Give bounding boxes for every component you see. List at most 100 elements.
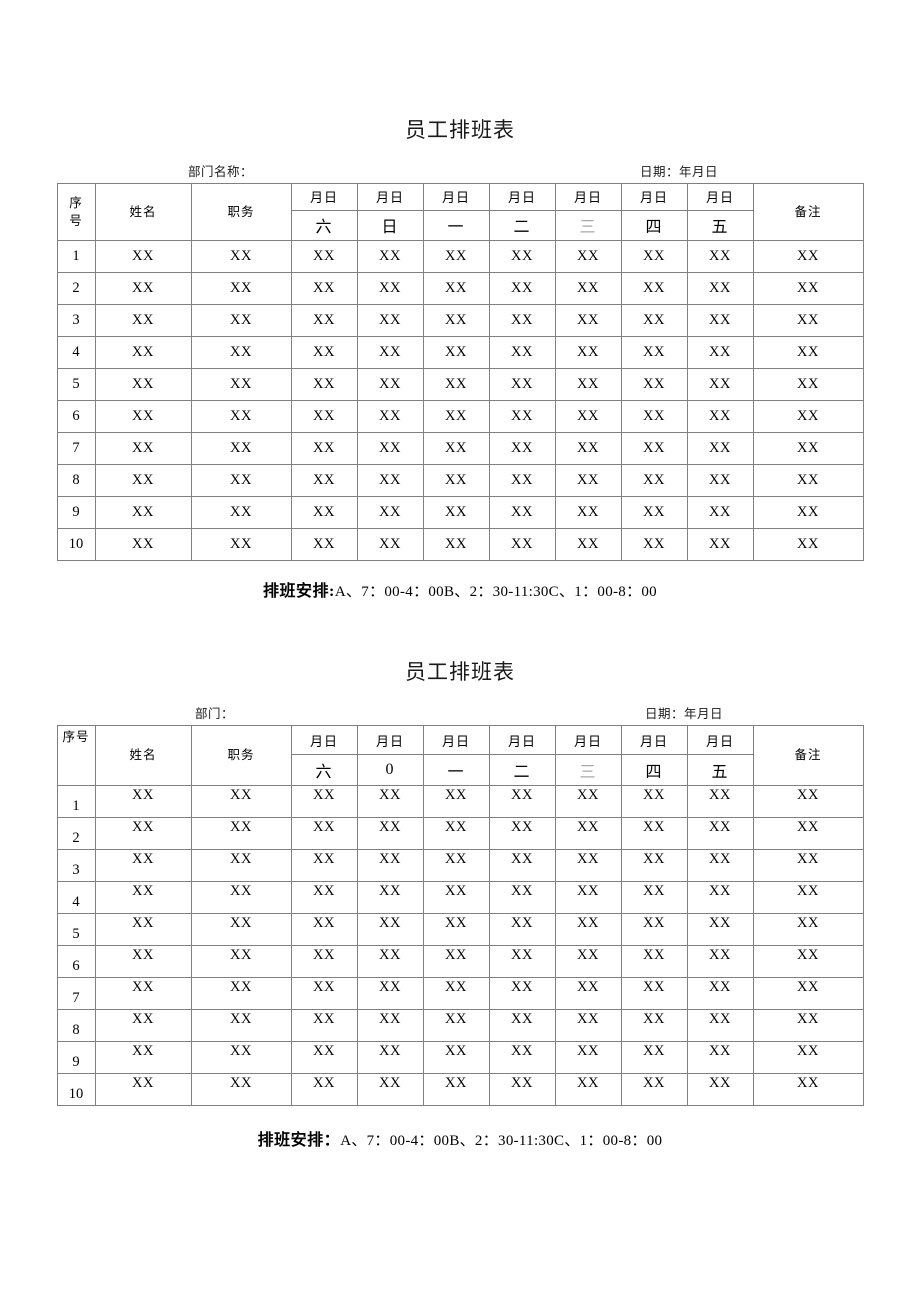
- position-cell: XX: [190, 945, 292, 979]
- day-cell: XX: [290, 817, 358, 851]
- remark-cell: XX: [752, 785, 864, 819]
- day-cell: XX: [422, 913, 490, 947]
- header-monthday-2-4: 月日: [554, 725, 622, 756]
- day-cell: XX: [356, 496, 424, 530]
- row-number-cell: 6: [56, 400, 96, 434]
- day-cell: XX: [686, 336, 754, 370]
- day-cell: XX: [554, 400, 622, 434]
- day-cell: XX: [356, 400, 424, 434]
- day-cell: XX: [554, 817, 622, 851]
- header-weekday-1-4: 三: [554, 209, 622, 242]
- table-row: 3 XX XX XX XX XX XX XX XX XX XX: [56, 304, 864, 338]
- day-cell: XX: [422, 304, 490, 338]
- row-number-cell: 4: [56, 336, 96, 370]
- header-weekday-1-5: 四: [620, 209, 688, 242]
- header-monthday-1-5: 月日: [620, 183, 688, 211]
- remark-cell: XX: [752, 849, 864, 883]
- schedule-note-2: 排班安排：A、7：00-4：00B、2：30-11:30C、1：00-8：00: [0, 1126, 920, 1150]
- remark-cell: XX: [752, 368, 864, 402]
- name-cell: XX: [94, 496, 192, 530]
- row-number-cell: 5: [56, 913, 96, 947]
- table-row: 1 XX XX XX XX XX XX XX XX XX XX: [56, 240, 864, 274]
- day-cell: XX: [488, 881, 556, 915]
- day-cell: XX: [620, 528, 688, 562]
- page-title-2: 员工排班表: [405, 660, 515, 684]
- remark-cell: XX: [752, 817, 864, 851]
- schedule-note-1: 排班安排:A、7：00-4：00B、2：30-11:30C、1：00-8：00: [0, 577, 920, 601]
- note-body-2: A、7：00-4：00B、2：30-11:30C、1：00-8：00: [340, 1133, 663, 1150]
- day-cell: XX: [686, 240, 754, 274]
- day-cell: XX: [488, 528, 556, 562]
- name-cell: XX: [94, 881, 192, 915]
- remark-cell: XX: [752, 496, 864, 530]
- day-cell: XX: [554, 913, 622, 947]
- day-cell: XX: [422, 496, 490, 530]
- remark-cell: XX: [752, 977, 864, 1011]
- day-cell: XX: [356, 272, 424, 306]
- name-cell: XX: [94, 913, 192, 947]
- day-cell: XX: [422, 977, 490, 1011]
- department-label-1: 部门名称：: [188, 165, 254, 180]
- header-remark-2: 备注: [752, 725, 864, 787]
- day-cell: XX: [356, 1041, 424, 1075]
- day-cell: XX: [422, 336, 490, 370]
- header-monthday-2-2: 月日: [422, 725, 490, 756]
- day-cell: XX: [422, 464, 490, 498]
- day-cell: XX: [422, 881, 490, 915]
- remark-cell: XX: [752, 400, 864, 434]
- day-cell: XX: [356, 368, 424, 402]
- remark-cell: XX: [752, 1073, 864, 1107]
- day-cell: XX: [686, 496, 754, 530]
- day-cell: XX: [488, 1009, 556, 1043]
- day-cell: XX: [620, 304, 688, 338]
- remark-cell: XX: [752, 528, 864, 562]
- day-cell: XX: [620, 1041, 688, 1075]
- table-row: 10 XX XX XX XX XX XX XX XX XX XX: [56, 528, 864, 562]
- day-cell: XX: [356, 945, 424, 979]
- header-position-1: 职务: [190, 183, 292, 242]
- day-cell: XX: [356, 849, 424, 883]
- day-cell: XX: [422, 368, 490, 402]
- position-cell: XX: [190, 464, 292, 498]
- table-body-2: 1 XX XX XX XX XX XX XX XX XX XX 2 XX XX XX XX XX XX XX XX XX…: [56, 785, 864, 1107]
- position-cell: XX: [190, 977, 292, 1011]
- day-cell: XX: [686, 881, 754, 915]
- note-label-1: 排班安排:: [263, 583, 335, 601]
- name-cell: XX: [94, 785, 192, 819]
- day-cell: XX: [488, 368, 556, 402]
- header-weekday-1-0: 六: [290, 209, 358, 242]
- day-cell: XX: [620, 849, 688, 883]
- day-cell: XX: [554, 977, 622, 1011]
- position-cell: XX: [190, 528, 292, 562]
- day-cell: XX: [290, 272, 358, 306]
- table-row: 7 XX XX XX XX XX XX XX XX XX XX: [56, 432, 864, 466]
- day-cell: XX: [686, 817, 754, 851]
- schedule-section-2: 员工排班表 部门： 日期：年月日 序号 姓名 职务 月日 月日 月日: [0, 660, 920, 1150]
- day-cell: XX: [290, 528, 358, 562]
- position-cell: XX: [190, 272, 292, 306]
- schedule-table-2: 序号 姓名 职务 月日 月日 月日 月日 月日 月日 月日 备注 六 0 一 二: [56, 725, 864, 1107]
- name-cell: XX: [94, 849, 192, 883]
- table-row: 5 XX XX XX XX XX XX XX XX XX XX: [56, 368, 864, 402]
- name-cell: XX: [94, 817, 192, 851]
- position-cell: XX: [190, 400, 292, 434]
- day-cell: XX: [554, 464, 622, 498]
- day-cell: XX: [422, 240, 490, 274]
- day-cell: XX: [488, 817, 556, 851]
- header-weekday-1-6: 五: [686, 209, 754, 242]
- header-no-1: 序 号: [56, 183, 96, 242]
- schedule-section-1: 员工排班表 部门名称： 日期：年月日 序 号 姓名 职务: [0, 118, 920, 601]
- position-cell: XX: [190, 817, 292, 851]
- position-cell: XX: [190, 1073, 292, 1107]
- row-number-cell: 9: [56, 1041, 96, 1075]
- day-cell: XX: [488, 1073, 556, 1107]
- header-remark-1: 备注: [752, 183, 864, 242]
- position-cell: XX: [190, 496, 292, 530]
- day-cell: XX: [290, 336, 358, 370]
- day-cell: XX: [686, 368, 754, 402]
- day-cell: XX: [554, 1073, 622, 1107]
- day-cell: XX: [554, 785, 622, 819]
- table-row: 10 XX XX XX XX XX XX XX XX XX XX: [56, 1073, 864, 1107]
- day-cell: XX: [554, 849, 622, 883]
- day-cell: XX: [620, 336, 688, 370]
